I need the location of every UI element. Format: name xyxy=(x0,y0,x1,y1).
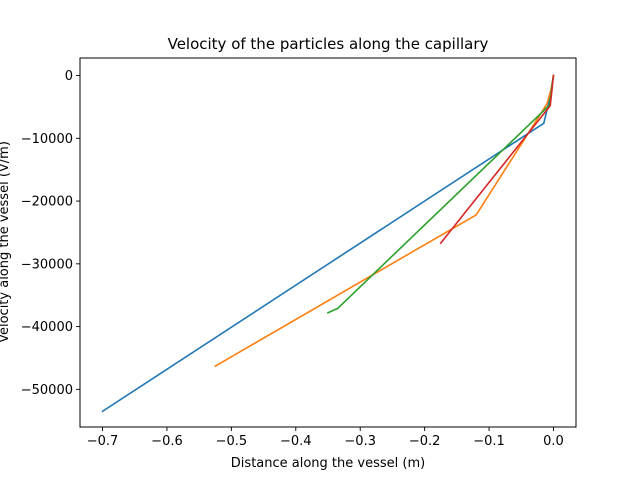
y-axis: 0 −10000 −20000 −30000 −40000 −50000 xyxy=(21,69,80,398)
series-line-4 xyxy=(439,74,555,245)
y-tick-label: 0 xyxy=(65,69,73,84)
y-tick-label: −50000 xyxy=(21,383,73,398)
x-tick-label: −0.2 xyxy=(409,434,441,449)
chart-title: Velocity of the particles along the capi… xyxy=(168,35,489,53)
x-tick-label: −0.4 xyxy=(280,434,312,449)
y-tick-label: −40000 xyxy=(21,320,73,335)
x-tick-label: −0.6 xyxy=(151,434,183,449)
x-tick-label: 0.0 xyxy=(543,434,564,449)
plot-frame xyxy=(79,57,577,428)
x-tick-label: −0.5 xyxy=(216,434,248,449)
series-group xyxy=(101,74,555,413)
y-tick-label: −20000 xyxy=(21,195,73,210)
x-axis: −0.7 −0.6 −0.5 −0.4 −0.3 −0.2 −0.1 0.0 xyxy=(87,427,564,449)
y-axis-title: Velocity along the vessel (V/m) xyxy=(0,141,12,343)
x-tick-label: −0.1 xyxy=(473,434,505,449)
y-tick-label: −10000 xyxy=(21,132,73,147)
x-axis-title: Distance along the vessel (m) xyxy=(231,456,425,471)
y-tick-label: −30000 xyxy=(21,257,73,272)
x-tick-label: −0.3 xyxy=(344,434,376,449)
x-tick-label: −0.7 xyxy=(87,434,119,449)
